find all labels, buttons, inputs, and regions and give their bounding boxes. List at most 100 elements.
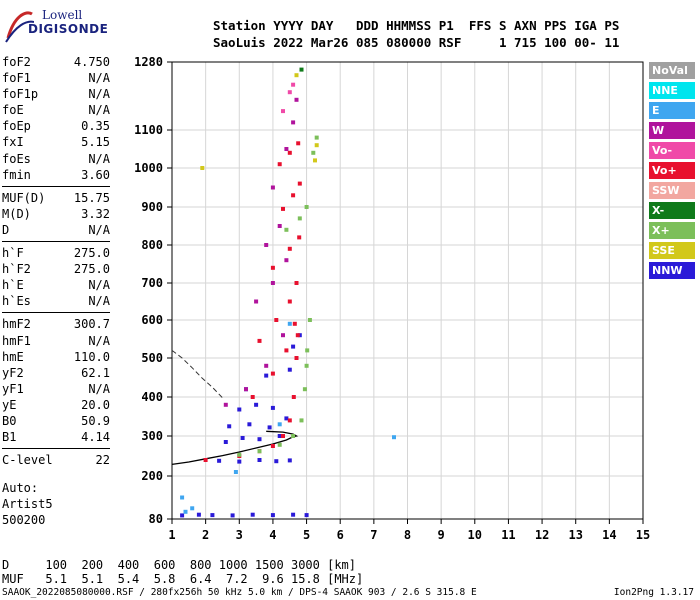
y-tick-label: 1100 bbox=[134, 123, 163, 137]
parameter-value: N/A bbox=[88, 151, 110, 166]
x-tick-label: 10 bbox=[468, 528, 482, 542]
data-point-w bbox=[270, 281, 275, 285]
data-point-vo- bbox=[270, 371, 275, 376]
header-line-2: SaoLuis 2022 Mar26 085 080000 RSF 1 715 … bbox=[213, 35, 620, 50]
parameter-name: h`F2 bbox=[2, 262, 31, 277]
x-tick-label: 3 bbox=[236, 528, 243, 542]
data-point-w bbox=[264, 243, 269, 247]
data-point-x- bbox=[314, 135, 319, 140]
parameter-row: B1 4.14 bbox=[2, 429, 110, 445]
x-tick-label: 1 bbox=[168, 528, 175, 542]
parameter-value: 3.60 bbox=[81, 167, 110, 182]
data-point-vo- bbox=[294, 281, 299, 285]
x-tick-label: 12 bbox=[535, 528, 549, 542]
parameter-name: fxI bbox=[2, 135, 24, 150]
parameter-row: yE 20.0 bbox=[2, 397, 110, 413]
parameter-separator bbox=[2, 185, 110, 187]
parameter-name: MUF(D) bbox=[2, 190, 46, 205]
data-point-nnw bbox=[240, 436, 245, 440]
data-point-vo- bbox=[297, 181, 302, 186]
data-point-w bbox=[244, 387, 248, 392]
data-point-e bbox=[287, 321, 292, 326]
parameter-name: yF2 bbox=[2, 365, 24, 380]
data-point-vo- bbox=[270, 265, 275, 270]
data-point-vo- bbox=[287, 150, 292, 155]
data-point-e bbox=[190, 506, 195, 511]
data-point-e bbox=[180, 495, 185, 500]
parameter-value: 62.1 bbox=[81, 365, 110, 380]
data-point-vo- bbox=[281, 434, 285, 438]
data-point-sse bbox=[200, 166, 205, 170]
data-point-nnw bbox=[196, 512, 201, 517]
data-point-nnw bbox=[291, 344, 296, 349]
data-point-vo- bbox=[277, 162, 282, 167]
parameter-row: yF1 N/A bbox=[2, 381, 110, 397]
parameter-value: 300.7 bbox=[73, 317, 110, 332]
x-tick-label: 9 bbox=[438, 528, 445, 542]
y-tick-label: 800 bbox=[141, 238, 163, 252]
parameter-value: N/A bbox=[88, 71, 110, 86]
data-point-w bbox=[284, 258, 289, 263]
legend-item: NNE bbox=[649, 82, 695, 99]
data-point-nnw bbox=[274, 459, 279, 464]
data-point-x- bbox=[299, 418, 304, 423]
parameter-name: fmin bbox=[2, 167, 31, 182]
parameter-name: h`Es bbox=[2, 294, 31, 309]
parameter-name: C-level bbox=[2, 453, 53, 468]
parameter-row: B0 50.9 bbox=[2, 413, 110, 429]
parameter-name: yE bbox=[2, 397, 17, 412]
auto-label: Auto: bbox=[2, 481, 39, 495]
data-point-vo- bbox=[284, 348, 289, 353]
parameter-name: foF2 bbox=[2, 55, 31, 69]
data-point-vo- bbox=[291, 193, 296, 198]
parameter-row: h`F2 275.0 bbox=[2, 261, 110, 277]
x-tick-label: 8 bbox=[404, 528, 411, 542]
data-point-x- bbox=[277, 442, 282, 447]
data-point-vo- bbox=[291, 395, 296, 399]
data-point-nnw bbox=[287, 367, 292, 372]
parameter-row: foF1 N/A bbox=[2, 70, 110, 86]
x-tick-label: 11 bbox=[501, 528, 515, 542]
autoscaling-info: Auto: Artist5 500200 bbox=[2, 480, 53, 528]
data-point-vo- bbox=[250, 395, 255, 399]
legend-item: Vo- bbox=[649, 142, 695, 159]
parameter-row: foF2 4.750 bbox=[2, 54, 110, 70]
data-point-vo- bbox=[287, 418, 292, 423]
parameter-row: foF1p N/A bbox=[2, 86, 110, 102]
data-point-e bbox=[183, 509, 188, 514]
data-point-x- bbox=[297, 216, 302, 221]
data-point-w bbox=[294, 97, 299, 102]
legend-item: W bbox=[649, 122, 695, 139]
parameter-row: yF2 62.1 bbox=[2, 365, 110, 381]
data-point-x- bbox=[304, 205, 309, 209]
parameter-value: 5.15 bbox=[81, 135, 110, 150]
data-point-nnw bbox=[230, 513, 235, 518]
auto-version: 500200 bbox=[2, 513, 46, 527]
data-point-vo- bbox=[287, 246, 292, 251]
y-tick-label: 300 bbox=[141, 429, 163, 443]
parameter-name: foEs bbox=[2, 151, 31, 166]
parameter-row: h`E N/A bbox=[2, 277, 110, 293]
x-tick-label: 5 bbox=[303, 528, 310, 542]
y-tick-label: 1280 bbox=[134, 55, 163, 69]
data-point-nnw bbox=[257, 458, 262, 462]
parameter-name: hmF1 bbox=[2, 333, 31, 348]
parameter-value: 15.75 bbox=[73, 190, 110, 205]
parameter-value: N/A bbox=[88, 278, 110, 293]
data-point-x- bbox=[299, 67, 304, 72]
parameter-separator bbox=[2, 312, 110, 314]
x-tick-label: 2 bbox=[202, 528, 209, 542]
parameter-value: 3.32 bbox=[81, 206, 110, 221]
data-point-nnw bbox=[237, 407, 242, 412]
data-point-x- bbox=[305, 348, 310, 353]
parameter-value: 22 bbox=[95, 453, 110, 468]
y-tick-label: 80 bbox=[149, 512, 163, 526]
y-tick-label: 700 bbox=[141, 276, 163, 290]
y-tick-label: 500 bbox=[141, 351, 163, 365]
parameter-value: 20.0 bbox=[81, 397, 110, 412]
data-point-x- bbox=[257, 449, 262, 454]
polarization-legend: NoVal NNE E W Vo- Vo+ SSW X- X+ SSE NNW bbox=[649, 62, 695, 282]
header-line-1: Station YYYY DAY DDD HHMMSS P1 FFS S AXN… bbox=[213, 18, 620, 33]
parameter-name: h`E bbox=[2, 278, 24, 293]
data-point-vo- bbox=[257, 338, 262, 343]
